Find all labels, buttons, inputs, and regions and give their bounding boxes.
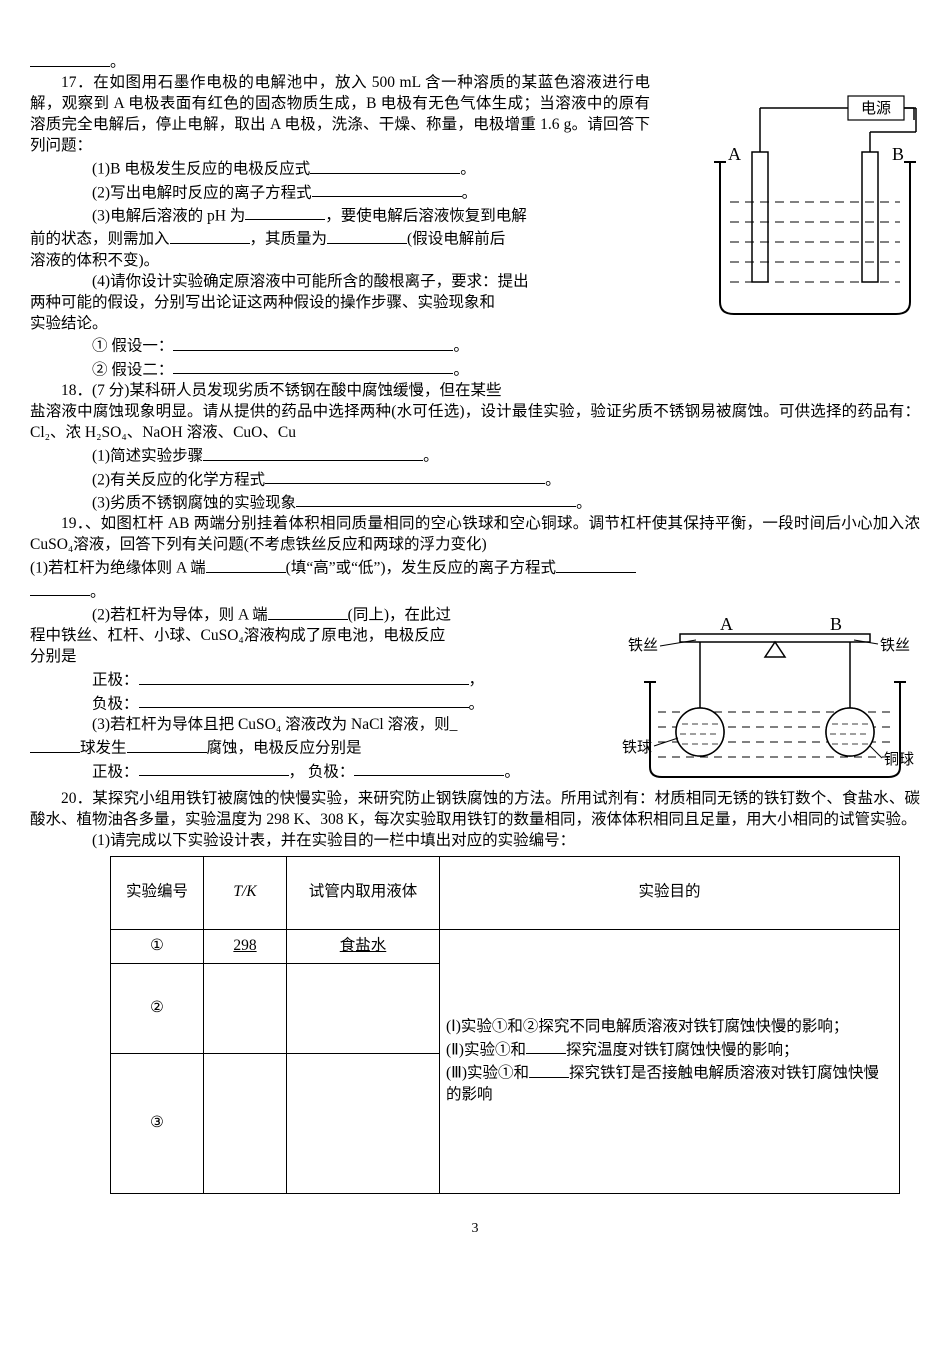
q19-1tail: 。 <box>30 580 920 603</box>
q18-3: (3)劣质不锈钢腐蚀的实验现象。 <box>30 491 920 514</box>
r3-liq <box>287 1053 440 1193</box>
label-b: B <box>892 144 904 164</box>
r3-id: ③ <box>111 1053 204 1193</box>
q17-h2: ② 假设二：。 <box>30 358 920 381</box>
q19-pos: 正极：， <box>30 668 600 691</box>
q19-1: (1)若杠杆为绝缘体则 A 端(填“高”或“低”)，发生反应的离子方程式 <box>30 556 920 579</box>
th-t: T/K <box>204 856 287 929</box>
label-feball: 铁球 <box>622 739 652 756</box>
label-wire-r: 铁丝 <box>880 637 910 654</box>
label-wire-l: 铁丝 <box>628 637 658 654</box>
th-liq: 试管内取用液体 <box>287 856 440 929</box>
q17-4c: 实验结论。 <box>30 314 650 335</box>
label-a: A <box>728 144 741 164</box>
q17-4a: (4)请你设计实验确定原溶液中可能所含的酸根离子，要求：提出 <box>30 272 650 293</box>
q20-1: (1)请完成以下实验设计表，并在实验目的一栏中填出对应的实验编号： <box>30 831 920 852</box>
purpose-2: (Ⅱ)实验①和探究温度对铁钉腐蚀快慢的影响； <box>446 1038 893 1061</box>
r1-t: 298 <box>204 929 287 963</box>
r2-t <box>204 963 287 1053</box>
th-id: 实验编号 <box>111 856 204 929</box>
q19-2a: (2)若杠杆为导体，则 A 端(同上)，在此过 <box>30 603 600 626</box>
r2-id: ② <box>111 963 204 1053</box>
q19-stem: 19．、如图杠杆 AB 两端分别挂着体积相同质量相同的空心铁球和空心铜球。调节杠… <box>30 514 920 556</box>
purpose-1: (Ⅰ)实验①和②探究不同电解质溶液对铁钉腐蚀快慢的影响； <box>446 1017 893 1038</box>
purpose-cell: (Ⅰ)实验①和②探究不同电解质溶液对铁钉腐蚀快慢的影响； (Ⅱ)实验①和探究温度… <box>440 929 900 1193</box>
q17-3b: 前的状态，则需加入，其质量为(假设电解前后 <box>30 227 650 250</box>
q19-2c: 分别是 <box>30 647 600 668</box>
label-a19: A <box>720 614 733 634</box>
q19-2b: 程中铁丝、杠杆、小球、CuSO₄溶液构成了原电池，电极反应 <box>30 626 600 647</box>
q19-neg: 负极：。 <box>30 692 600 715</box>
figure-electrolysis: 电源 A B <box>700 92 920 329</box>
q18-2: (2)有关反应的化学方程式。 <box>30 468 920 491</box>
q20-stem: 20．某探究小组用铁钉被腐蚀的快慢实验，来研究防止钢铁腐蚀的方法。所用试剂有：材… <box>30 789 920 831</box>
r1-liq: 食盐水 <box>287 929 440 963</box>
th-purpose: 实验目的 <box>440 856 900 929</box>
q18-1: (1)简述实验步骤。 <box>30 444 920 467</box>
r3-t <box>204 1053 287 1193</box>
purpose-3: (Ⅲ)实验①和探究铁钉是否接触电解质溶液对铁钉腐蚀快慢的影响 <box>446 1061 893 1105</box>
figure-lever: A B 铁丝 铁丝 铁球 铜球 <box>620 612 920 789</box>
q17-stem: 17．在如图用石墨作电极的电解池中，放入 500 mL 含一种溶质的某蓝色溶液进… <box>30 73 650 157</box>
r1-id: ① <box>111 929 204 963</box>
q18-stem1: 18．(7 分)某科研人员发现劣质不锈钢在酸中腐蚀缓慢，但在某些 <box>30 381 920 402</box>
q19-3b: 球发生腐蚀，电极反应分别是 <box>30 736 600 759</box>
label-cuball: 铜球 <box>884 751 914 768</box>
lead-line: 。 <box>30 50 920 73</box>
q17-4b: 两种可能的假设，分别写出论证这两种假设的操作步骤、实验现象和 <box>30 293 650 314</box>
q17-3a: (3)电解后溶液的 pH 为，要使电解后溶液恢复到电解 <box>30 204 650 227</box>
page-number: 3 <box>30 1220 920 1239</box>
q17-3c: 溶液的体积不变)。 <box>30 251 650 272</box>
q17-2: (2)写出电解时反应的离子方程式。 <box>30 181 650 204</box>
r2-liq <box>287 963 440 1053</box>
label-b19: B <box>830 614 842 634</box>
q19-3a: (3)若杠杆为导体且把 CuSO₄ 溶液改为 NaCl 溶液，则_ <box>30 715 600 736</box>
experiment-table: 实验编号 T/K 试管内取用液体 实验目的 ① 298 食盐水 (Ⅰ)实验①和②… <box>110 856 900 1194</box>
q18-stem2: 盐溶液中腐蚀现象明显。请从提供的药品中选择两种(水可任选)，设计最佳实验，验证劣… <box>30 402 920 444</box>
q17-1: (1)B 电极发生反应的电极反应式。 <box>30 157 650 180</box>
label-power: 电源 <box>861 100 891 117</box>
q17-h1: ① 假设一：。 <box>30 334 920 357</box>
